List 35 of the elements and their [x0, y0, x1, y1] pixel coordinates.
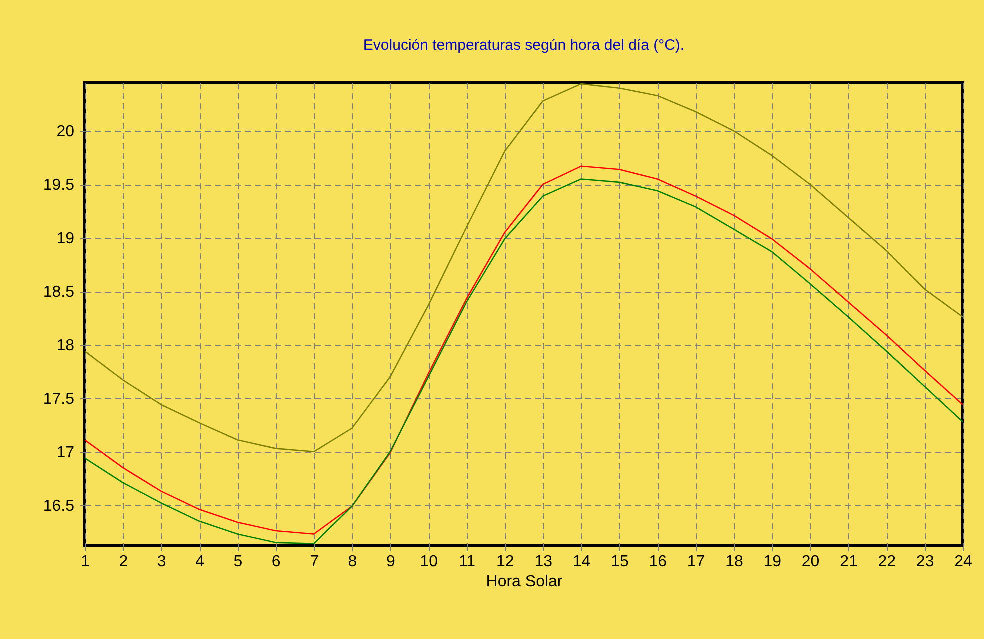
x-tick-label: 18 — [726, 554, 744, 570]
y-tick-label: 19.5 — [43, 177, 75, 194]
x-tick-label: 20 — [802, 554, 820, 570]
x-tick-label: 16 — [649, 554, 668, 570]
line-series — [85, 83, 963, 453]
y-tick-label: 18.5 — [43, 284, 75, 302]
x-tick-label: 11 — [458, 554, 476, 570]
x-tick-label: 10 — [420, 554, 438, 570]
x-tick-label: 3 — [157, 554, 166, 570]
x-tick-label: 23 — [916, 554, 934, 570]
x-tick-label: 7 — [310, 554, 320, 570]
x-tick-label: 13 — [534, 554, 553, 570]
x-tick-label: 4 — [196, 554, 205, 570]
chart-title: Evolución temperaturas según hora del día (°C). — [363, 37, 685, 54]
x-tick-label: 6 — [272, 554, 281, 570]
x-tick-label: 17 — [687, 554, 706, 570]
x-axis-title: Hora Solar — [486, 574, 564, 590]
y-tick-label: 20 — [56, 124, 75, 141]
y-tick-label: 18 — [56, 337, 75, 354]
x-tick-label: 14 — [572, 554, 591, 570]
x-tick-label: 2 — [119, 554, 128, 570]
x-tick-label: 5 — [234, 554, 243, 570]
y-tick-label: 17.5 — [43, 390, 75, 408]
x-tick-label: 21 — [840, 554, 858, 570]
x-tick-label: 15 — [611, 554, 629, 570]
x-tick-label: 9 — [386, 554, 396, 570]
x-tick-label: 12 — [496, 554, 514, 570]
x-tick-label: 19 — [764, 554, 782, 570]
y-tick-label: 17 — [56, 444, 75, 462]
x-tick-label: 24 — [954, 554, 972, 570]
x-tick-label: 8 — [348, 554, 358, 570]
y-tick-label: 19 — [56, 230, 75, 248]
x-tick-label: 1 — [81, 554, 90, 570]
x-tick-label: 22 — [878, 554, 896, 570]
y-tick-label: 16.5 — [43, 498, 75, 515]
